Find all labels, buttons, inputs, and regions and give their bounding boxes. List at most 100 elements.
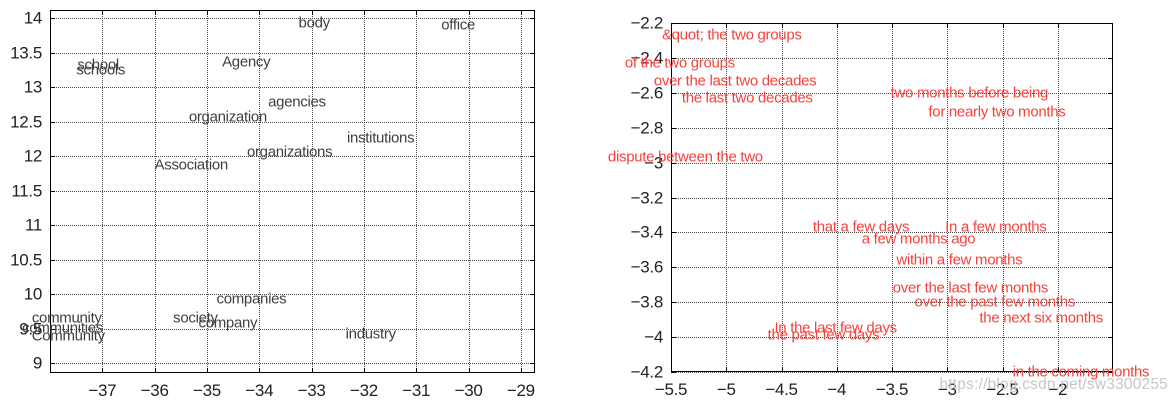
scatter-label: for nearly two months (928, 103, 1066, 121)
y-tick-mark (530, 18, 535, 20)
x-tick-mark (206, 10, 208, 15)
y-tick-label: −3.2 (630, 188, 664, 207)
gridline-horizontal (50, 294, 535, 296)
y-tick-mark (1108, 372, 1113, 373)
x-tick-mark (311, 10, 313, 15)
x-tick-label: −31 (402, 381, 431, 400)
x-tick-mark (206, 368, 208, 373)
y-tick-mark (50, 294, 55, 296)
y-tick-mark (671, 23, 676, 24)
x-tick-mark (671, 367, 672, 372)
y-tick-mark (671, 57, 676, 59)
gridline-horizontal (50, 121, 535, 123)
y-tick-mark (50, 328, 55, 330)
y-tick-label: 12 (23, 146, 43, 166)
scatter-label: organization (188, 108, 267, 126)
y-tick-mark (1108, 267, 1113, 269)
y-tick-mark (50, 363, 55, 365)
y-tick-mark (671, 92, 676, 94)
x-tick-mark (1002, 367, 1004, 372)
scatter-label: office (441, 16, 475, 34)
scatter-label: institutions (347, 129, 415, 147)
gridline-vertical (726, 23, 728, 372)
scatter-label: two months before being (890, 84, 1049, 102)
x-tick-mark (947, 367, 949, 372)
y-tick-label: 13.5 (10, 43, 42, 63)
x-tick-mark (311, 368, 313, 373)
y-tick-mark (50, 156, 55, 158)
y-tick-mark (671, 337, 676, 339)
gridline-horizontal (50, 52, 535, 54)
y-tick-label: 10.5 (10, 250, 42, 270)
y-tick-mark (1108, 232, 1113, 234)
y-tick-label: 10 (23, 284, 43, 304)
x-tick-mark (416, 368, 418, 373)
x-tick-mark (947, 23, 949, 28)
scatter-label: community (31, 309, 102, 327)
scatter-label: that a few days (812, 218, 910, 236)
x-tick-label: −4.5 (765, 380, 798, 399)
y-tick-mark (1108, 302, 1113, 304)
gridline-vertical (363, 10, 365, 373)
scatter-label: Association (154, 156, 229, 174)
y-tick-label: −3 (644, 153, 663, 173)
x-tick-mark (259, 10, 261, 15)
scatter-label: dispute between the two (607, 148, 763, 166)
scatter-label: in the coming months (1012, 363, 1150, 381)
gridline-vertical (947, 23, 949, 372)
x-tick-mark (892, 23, 893, 28)
x-tick-mark (154, 10, 156, 15)
y-tick-label: −3.6 (630, 257, 664, 277)
gridline-vertical (781, 23, 783, 372)
x-tick-mark (1002, 23, 1004, 28)
y-tick-mark (671, 197, 676, 199)
x-tick-label: −30 (454, 381, 483, 400)
scatter-label: companies (216, 290, 287, 308)
x-tick-mark (468, 10, 470, 15)
y-tick-mark (50, 52, 55, 54)
y-tick-label: −2.8 (630, 118, 664, 138)
scatter-label: the last two decades (681, 89, 813, 107)
x-tick-mark (1057, 367, 1059, 372)
scatter-label: In the last few days (774, 319, 897, 337)
y-tick-mark (671, 232, 676, 234)
x-tick-mark (781, 367, 783, 372)
y-tick-mark (50, 18, 55, 20)
x-tick-mark (892, 367, 893, 372)
x-tick-label: −5 (716, 380, 736, 399)
gridline-vertical (836, 23, 838, 372)
scatter-label: communities (22, 319, 103, 337)
scatter-label: industry (345, 325, 396, 343)
x-tick-mark (836, 23, 838, 28)
scatter-label: the past few days (767, 326, 880, 344)
x-tick-label: −32 (349, 381, 378, 400)
x-tick-mark (836, 367, 838, 372)
gridline-vertical (892, 23, 893, 372)
x-tick-mark (416, 10, 418, 15)
y-tick-mark (671, 267, 676, 269)
x-tick-label: −2 (1048, 380, 1068, 399)
x-tick-mark (259, 368, 261, 373)
x-tick-label: −3 (937, 380, 957, 399)
x-tick-label: −33 (297, 381, 326, 400)
y-tick-mark (530, 190, 535, 192)
y-tick-mark (530, 225, 535, 227)
gridline-vertical (520, 10, 522, 373)
gridline-horizontal (50, 328, 535, 330)
x-tick-mark (468, 368, 470, 373)
x-tick-mark (363, 368, 365, 373)
scatter-label: over the past few months (914, 293, 1076, 311)
gridline-horizontal (50, 259, 535, 261)
x-tick-mark (1057, 23, 1059, 28)
scatter-label: Community (31, 327, 105, 345)
scatter-label: company (198, 314, 258, 332)
y-tick-mark (530, 52, 535, 54)
scatter-label: school (77, 56, 119, 74)
y-tick-label: −3.8 (630, 292, 664, 312)
y-tick-label: −3.4 (630, 222, 664, 242)
y-tick-label: 12.5 (10, 112, 42, 132)
y-tick-mark (1108, 92, 1113, 94)
x-tick-mark (671, 23, 672, 28)
y-tick-mark (671, 162, 676, 164)
